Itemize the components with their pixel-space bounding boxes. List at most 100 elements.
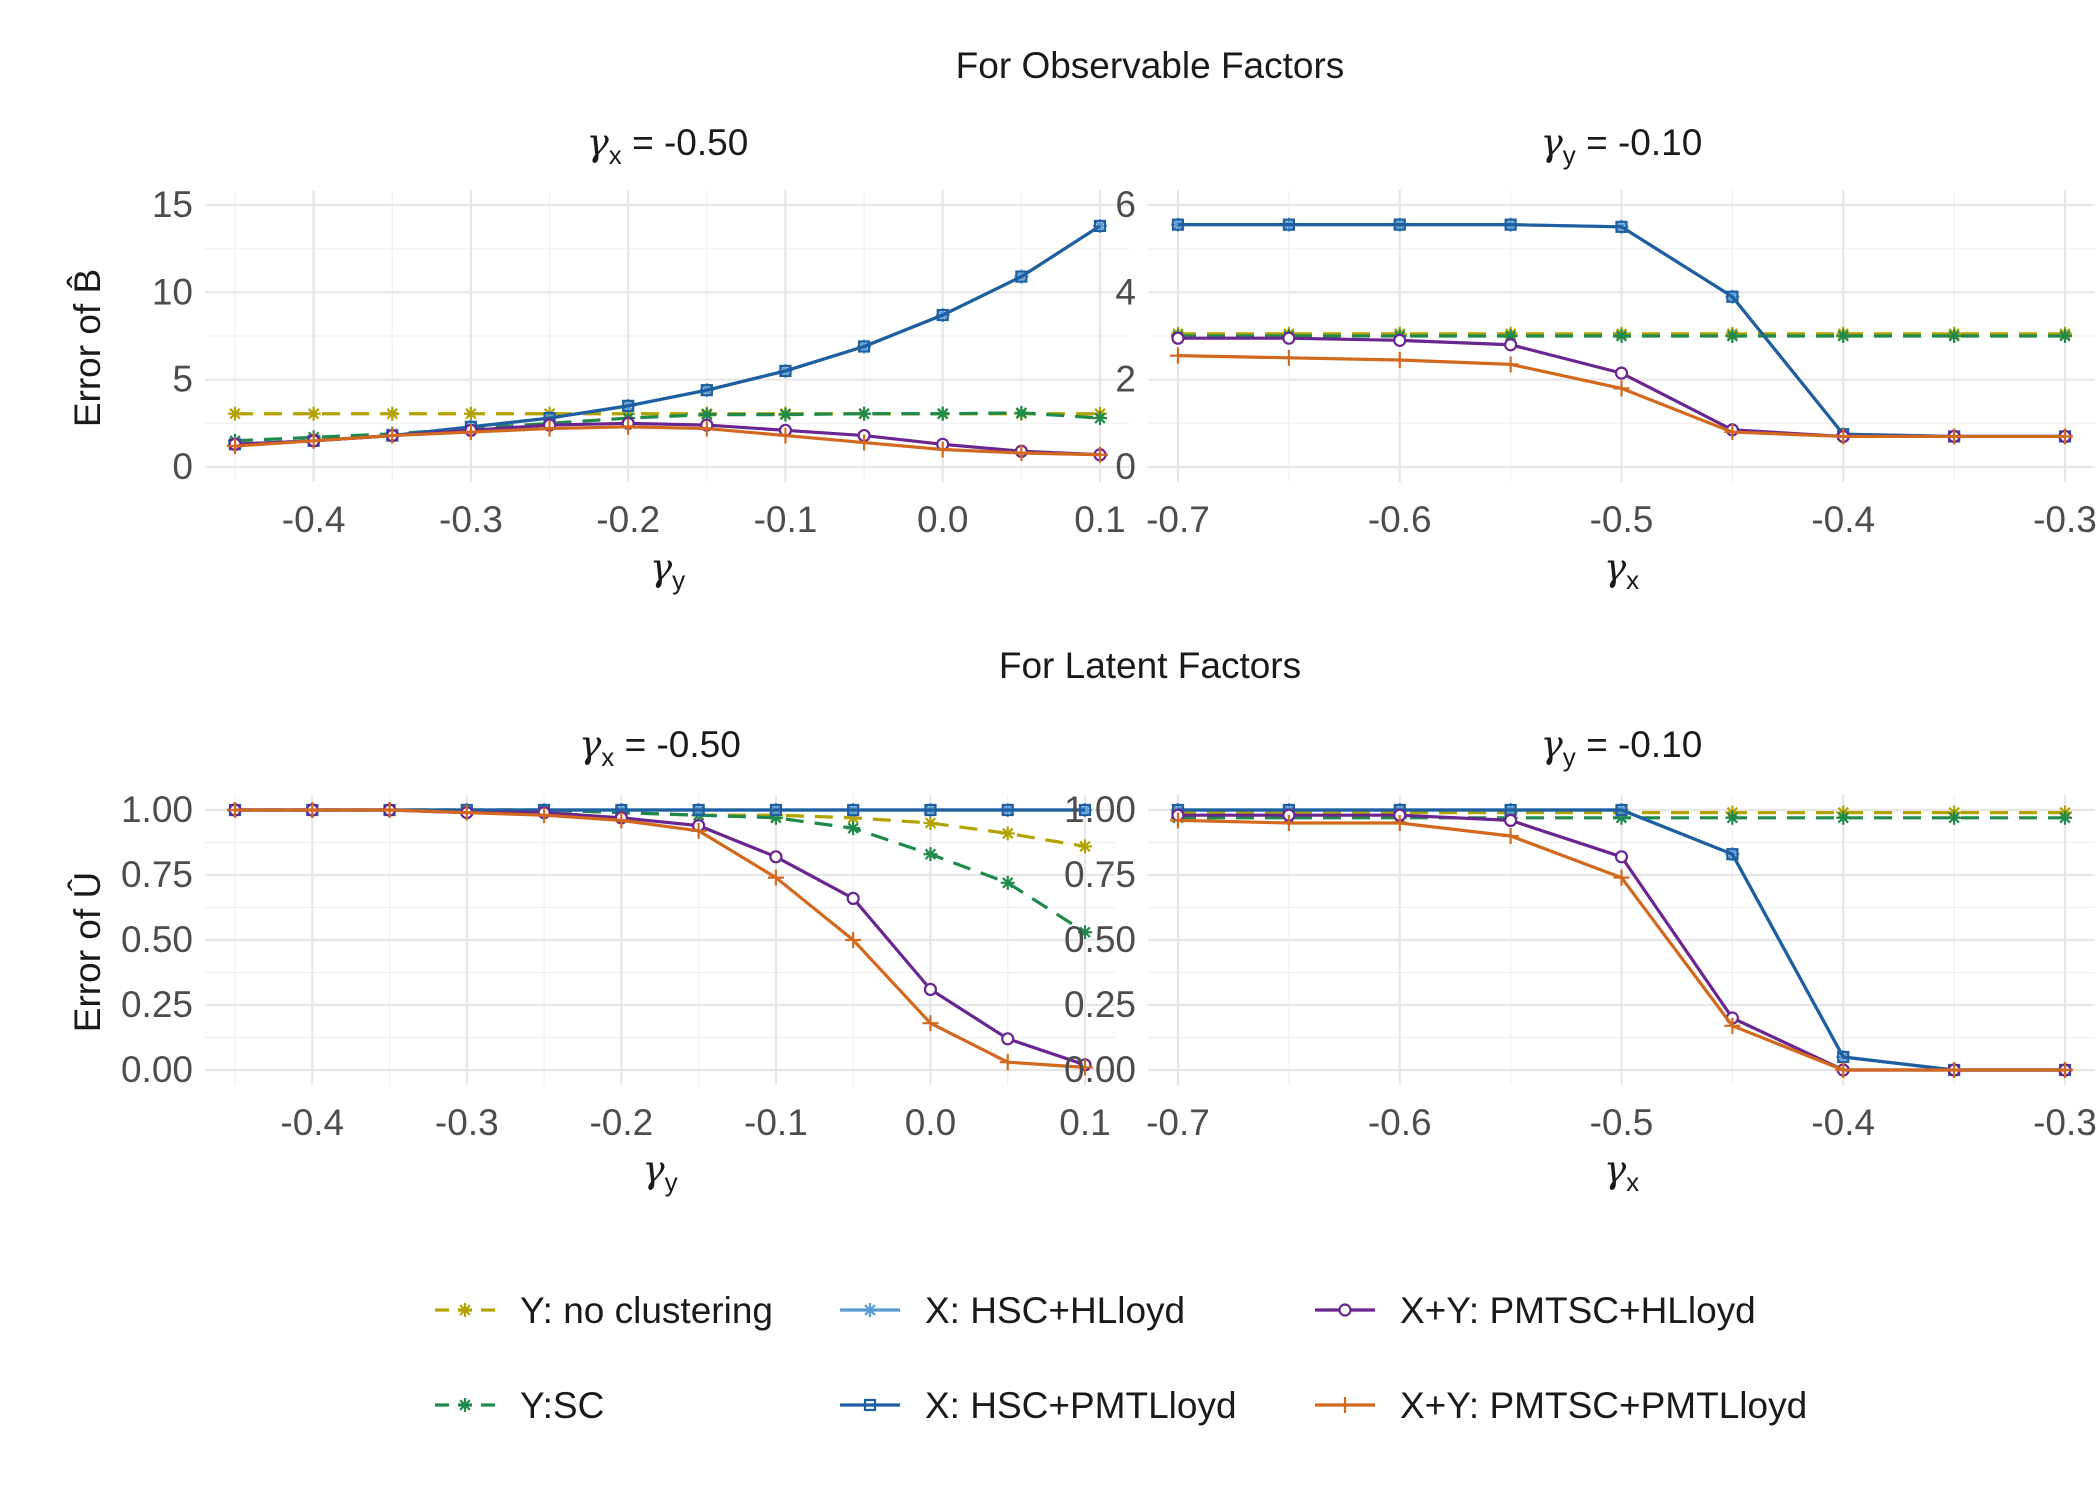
x-tick-label: 0.1: [1059, 1102, 1110, 1143]
data-point: [769, 850, 783, 864]
series-line: [235, 808, 1086, 1069]
panel-4: -0.7 -0.6 -0.5 -0.4 -0.3 0.00 0.25 0.50 0.75 1.00…: [1064, 723, 2097, 1197]
data-point: [1835, 428, 1852, 445]
data-point: [1015, 270, 1028, 283]
data-point: [463, 406, 478, 421]
data-point: [1000, 826, 1015, 841]
data-point: [692, 803, 705, 817]
x-tick-label: 0.0: [905, 1102, 956, 1143]
x-tick-label: -0.3: [435, 1102, 499, 1143]
section-title-latent: For Latent Factors: [999, 645, 1301, 686]
series-line: [235, 808, 1086, 848]
data-point: [536, 807, 553, 824]
panels: -0.4 -0.3 -0.2 -0.1 0.0 0.1 0 5 10 15 γx = -0.50 γy…: [66, 121, 2097, 1197]
x-tick-label: -0.3: [2033, 1102, 2097, 1143]
data-point: [306, 406, 321, 421]
data-point: [923, 982, 938, 997]
legend-label: X+Y: PMTSC+PMTLloyd: [1400, 1385, 1807, 1426]
x-tick-label: -0.3: [2033, 499, 2097, 540]
data-point: [1504, 338, 1518, 352]
y-axis-title: Error of B̂: [66, 269, 108, 427]
legend-item-x-hsc-pmtlloyd: X: HSC+PMTLloyd: [840, 1385, 1237, 1426]
x-axis-title: γx: [1604, 1148, 1639, 1197]
data-point: [1280, 349, 1297, 366]
data-point: [769, 803, 783, 817]
x-axis-title: γy: [650, 546, 685, 595]
x-tick-label: -0.1: [754, 499, 818, 540]
series-x-y-pmtsc-pmtlloyd: [227, 802, 1093, 1076]
x-tick-label: -0.2: [589, 1102, 653, 1143]
data-point: [934, 441, 951, 458]
y-tick-label: 10: [152, 271, 193, 312]
section-title-observable: For Observable Factors: [956, 45, 1345, 86]
data-point: [1170, 347, 1186, 364]
data-point: [1093, 411, 1107, 426]
data-point: [935, 406, 950, 421]
data-point: [1946, 1062, 1963, 1078]
data-point: [1393, 218, 1406, 231]
data-point: [1078, 925, 1092, 940]
data-point: [1614, 366, 1629, 380]
legend-key-marker: [1338, 1303, 1352, 1317]
legend-label: X+Y: PMTSC+HLloyd: [1400, 1290, 1756, 1331]
data-point: [778, 407, 793, 422]
data-point: [1000, 875, 1015, 890]
data-point: [846, 821, 861, 836]
data-point: [1170, 812, 1186, 829]
y-tick-label: 0.00: [1064, 1049, 1136, 1090]
data-point: [1724, 1017, 1741, 1034]
data-point: [1502, 828, 1519, 844]
data-point: [999, 1054, 1016, 1071]
x-tick-label: -0.3: [439, 499, 503, 540]
x-tick-label: -0.4: [1811, 1102, 1875, 1143]
series-line: [235, 808, 1086, 934]
data-point: [1504, 218, 1517, 231]
data-point: [1001, 1032, 1015, 1046]
legend-item-x-y-pmtsc-hlloyd: X+Y: PMTSC+HLloyd: [1315, 1290, 1756, 1331]
data-point: [690, 822, 707, 839]
data-point: [936, 308, 949, 322]
x-axis-title: γy: [642, 1148, 677, 1197]
data-point: [1393, 333, 1407, 347]
legend-label: Y:SC: [520, 1385, 604, 1426]
series-line: [234, 425, 1101, 457]
series-x-y-pmtsc-pmtlloyd: [227, 418, 1108, 463]
data-point: [1615, 220, 1628, 233]
data-point: [1078, 803, 1092, 817]
data-point: [2058, 810, 2072, 825]
legend-key-marker: [863, 1303, 877, 1317]
data-point: [779, 364, 792, 378]
legend-key-marker: [458, 1303, 472, 1317]
y-tick-label: 2: [1115, 359, 1136, 400]
panel-2: -0.7 -0.6 -0.5 -0.4 -0.3 0 2 4 6 γy = -0.10 γx: [1115, 121, 2096, 595]
legend-item-x-hsc-hlloyd: X: HSC+HLloyd: [840, 1290, 1185, 1331]
data-point: [767, 869, 784, 886]
y-tick-label: 0.00: [121, 1049, 193, 1090]
y-tick-label: 1.00: [1064, 789, 1136, 830]
data-point: [541, 420, 558, 437]
legend-item-y-no-clustering: Y: no clustering: [435, 1290, 773, 1331]
data-point: [1947, 810, 1962, 825]
data-point: [458, 804, 475, 821]
panel-3: -0.4 -0.3 -0.2 -0.1 0.0 0.1 0.00 0.25 0.50 0.75 1.…: [67, 723, 1115, 1197]
data-point: [1725, 329, 1740, 343]
data-point: [1502, 356, 1519, 373]
data-point: [1092, 446, 1108, 463]
data-point: [1001, 803, 1014, 817]
legend-item-y-sc: Y:SC: [435, 1385, 604, 1426]
data-point: [2057, 428, 2073, 445]
data-point: [845, 932, 862, 948]
data-point: [1725, 810, 1740, 825]
data-point: [227, 802, 243, 818]
data-point: [385, 406, 400, 421]
data-point: [1504, 813, 1518, 828]
y-tick-label: 6: [1115, 184, 1136, 225]
panel-title: γx = -0.50: [579, 723, 741, 772]
data-point: [228, 406, 242, 421]
y-tick-label: 0.25: [1064, 984, 1136, 1025]
legend-key-marker: [863, 1398, 877, 1412]
legend-label: X: HSC+PMTLloyd: [925, 1385, 1237, 1426]
data-point: [1836, 810, 1851, 825]
data-point: [1282, 331, 1296, 345]
series-line: [1178, 808, 2065, 1072]
